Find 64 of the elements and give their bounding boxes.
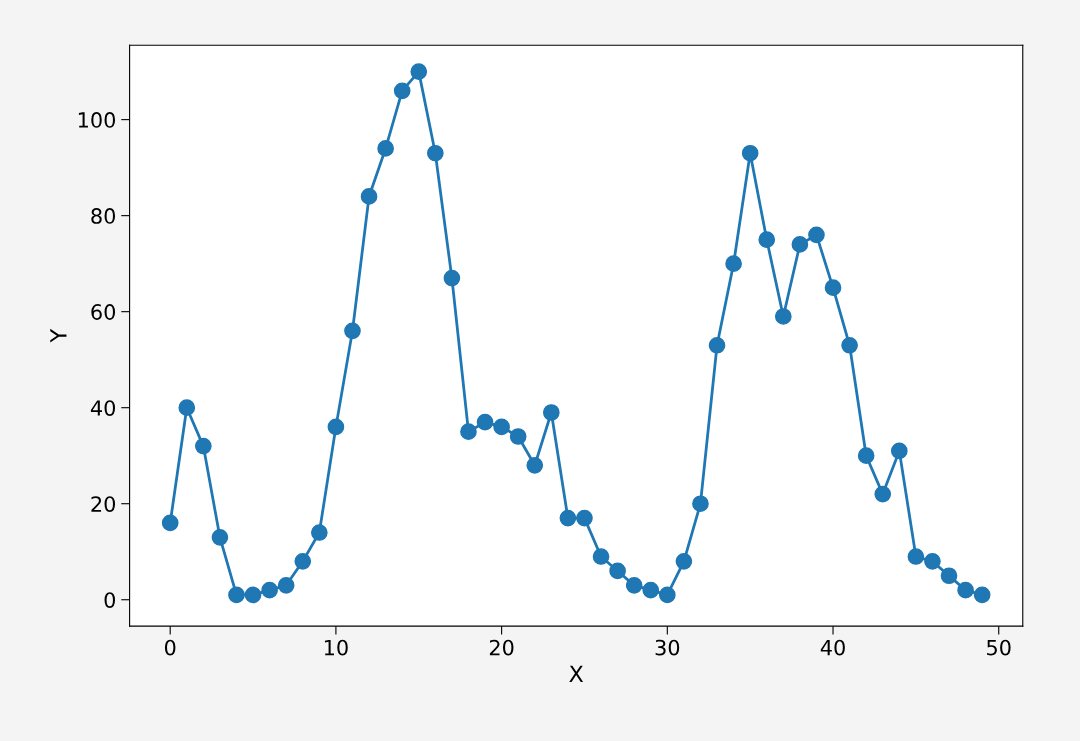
x-tick-label: 20 <box>489 639 514 656</box>
x-tick-label: 40 <box>820 639 845 656</box>
point <box>957 581 974 599</box>
point <box>907 548 925 565</box>
point <box>277 577 295 594</box>
point <box>758 231 776 248</box>
point <box>774 308 792 325</box>
point <box>360 188 378 205</box>
y-tick-label: 20 <box>91 496 116 512</box>
point <box>675 552 693 570</box>
point <box>924 552 941 570</box>
point <box>725 255 742 272</box>
point <box>592 548 610 565</box>
point <box>294 552 312 570</box>
x-tick-label: 0 <box>164 639 176 656</box>
point <box>609 562 626 580</box>
x-tick-label: 30 <box>655 639 680 656</box>
point <box>642 581 660 599</box>
point <box>824 279 842 296</box>
point <box>874 485 892 503</box>
point <box>940 567 958 585</box>
point <box>476 413 494 431</box>
y-tick-label: 0 <box>104 592 116 608</box>
point <box>625 577 643 594</box>
point <box>178 399 196 417</box>
point <box>542 404 560 421</box>
point <box>344 322 361 340</box>
y-tick-label: 60 <box>91 304 116 320</box>
point <box>426 144 444 162</box>
point <box>327 418 345 436</box>
point <box>244 586 262 604</box>
point <box>808 226 825 244</box>
y-axis-title: Y <box>50 328 67 343</box>
point <box>576 509 593 527</box>
point <box>857 447 875 465</box>
point <box>195 437 212 455</box>
point <box>708 336 726 354</box>
point <box>161 514 179 532</box>
point <box>559 509 577 527</box>
point <box>228 586 245 604</box>
point <box>658 586 676 604</box>
point <box>890 442 908 460</box>
point <box>841 336 858 354</box>
point <box>410 63 428 80</box>
y-tick-label: 40 <box>90 400 116 416</box>
y-tick-label: 100 <box>78 112 116 128</box>
point <box>741 144 759 162</box>
point <box>311 524 328 541</box>
x-tick-label: 10 <box>324 639 348 656</box>
point <box>692 495 709 513</box>
point <box>973 586 991 604</box>
y-tick-label: 80 <box>91 208 116 224</box>
x-tick-label: 50 <box>987 639 1011 656</box>
x-axis-title: X <box>569 665 584 682</box>
point <box>211 528 229 546</box>
point <box>493 418 510 436</box>
point <box>393 82 411 100</box>
point <box>443 269 461 287</box>
point <box>261 581 278 599</box>
point <box>526 456 544 474</box>
point <box>460 423 477 441</box>
point <box>791 236 809 253</box>
point <box>509 428 527 445</box>
point <box>377 140 394 157</box>
